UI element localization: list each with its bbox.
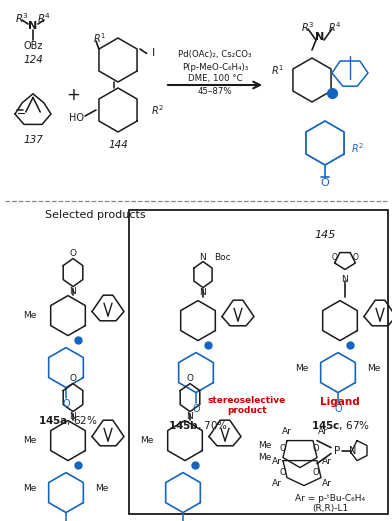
Text: N: N (341, 276, 348, 284)
Text: N: N (349, 445, 357, 455)
Text: O: O (69, 374, 76, 383)
Text: N: N (28, 21, 38, 31)
Text: $R^3$: $R^3$ (301, 20, 315, 34)
Text: $R^3$: $R^3$ (15, 11, 29, 25)
Text: O: O (313, 468, 319, 477)
Text: O: O (69, 249, 76, 258)
Text: Me: Me (23, 436, 37, 445)
Text: HO: HO (69, 113, 84, 123)
Text: Me: Me (140, 436, 154, 445)
Text: O: O (332, 253, 338, 262)
Text: OBz: OBz (23, 41, 43, 51)
Text: O: O (352, 253, 358, 262)
Text: Ligand: Ligand (320, 396, 360, 406)
Text: N: N (70, 287, 76, 296)
Text: N: N (200, 253, 206, 262)
Text: Boc: Boc (214, 253, 231, 262)
Text: O: O (192, 404, 200, 414)
Text: $R^2$: $R^2$ (352, 141, 365, 155)
Text: Selected products: Selected products (45, 209, 145, 219)
Text: Ar = p-ᵗBu-C₆H₄
(R,R)-L1: Ar = p-ᵗBu-C₆H₄ (R,R)-L1 (295, 494, 365, 513)
Text: $R^4$: $R^4$ (37, 11, 51, 25)
Text: +: + (66, 86, 80, 104)
Text: P: P (334, 445, 340, 455)
Text: Me: Me (258, 453, 272, 462)
Text: Ar: Ar (322, 479, 332, 488)
Text: 137: 137 (23, 135, 43, 145)
Text: Me: Me (23, 484, 37, 493)
Text: N: N (70, 412, 76, 421)
Text: N: N (316, 32, 325, 42)
Text: $\bf{145c}$, 67%: $\bf{145c}$, 67% (310, 419, 369, 432)
Text: DME, 100 °C: DME, 100 °C (188, 75, 242, 83)
Text: Me: Me (367, 364, 381, 373)
Text: $R^4$: $R^4$ (328, 20, 342, 34)
Text: O: O (334, 404, 342, 414)
Text: Ar: Ar (282, 427, 292, 436)
Text: Pd(OAc)₂, Cs₂CO₃: Pd(OAc)₂, Cs₂CO₃ (178, 51, 252, 59)
Text: O: O (62, 399, 70, 408)
Text: Me: Me (23, 311, 37, 320)
Text: O: O (187, 374, 194, 383)
Text: $R^2$: $R^2$ (151, 103, 164, 117)
FancyBboxPatch shape (129, 209, 388, 514)
Text: Ar: Ar (318, 427, 328, 436)
Text: Me: Me (258, 441, 272, 450)
Text: Ar: Ar (272, 479, 282, 488)
Text: N: N (200, 288, 206, 296)
Text: 45–87%: 45–87% (198, 86, 232, 95)
Text: O: O (313, 444, 319, 453)
Text: Ar: Ar (322, 457, 332, 466)
Text: P(p-MeO-C₆H₄)₃: P(p-MeO-C₆H₄)₃ (182, 63, 248, 71)
Text: O: O (279, 468, 286, 477)
Text: stereoselective
product: stereoselective product (208, 396, 286, 415)
Text: N: N (187, 412, 193, 421)
Text: Me: Me (95, 484, 109, 493)
Text: $R^1$: $R^1$ (271, 63, 285, 77)
Text: I: I (152, 48, 155, 58)
Text: $R^1$: $R^1$ (93, 31, 107, 45)
Text: 144: 144 (108, 140, 128, 150)
Text: 124: 124 (23, 55, 43, 65)
Text: $\bf{145a}$, 62%: $\bf{145a}$, 62% (38, 414, 98, 427)
Text: Me: Me (295, 364, 309, 373)
Text: O: O (321, 178, 329, 188)
Text: Ar: Ar (272, 457, 282, 466)
Text: $\bf{145b}$, 70%: $\bf{145b}$, 70% (168, 419, 228, 432)
Text: 145: 145 (314, 230, 336, 240)
Text: O: O (279, 444, 286, 453)
